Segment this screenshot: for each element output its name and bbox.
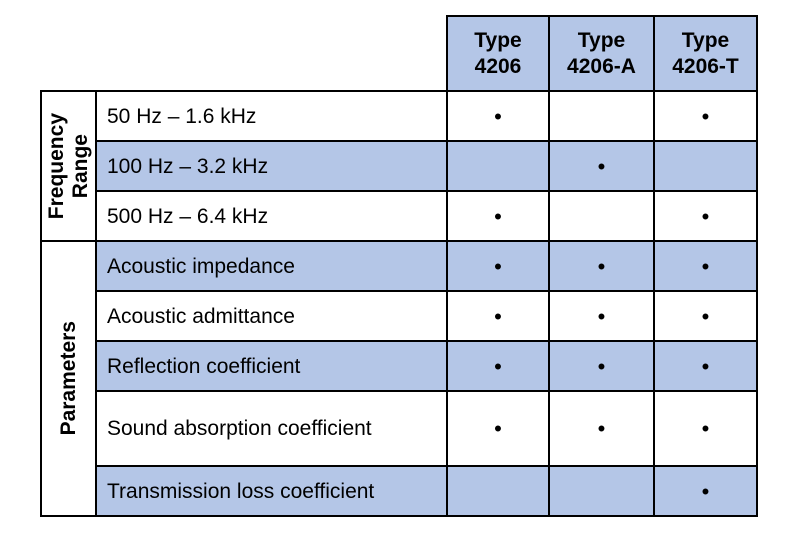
row-label: Acoustic admittance: [95, 290, 448, 342]
row-label: Sound absorption coefficient: [95, 390, 448, 467]
empty-corner: [96, 16, 447, 91]
mark-cell: [653, 140, 758, 192]
mark-cell: [548, 90, 655, 142]
table-row: 500 Hz – 6.4 kHz • •: [41, 190, 758, 242]
column-header: Type 4206: [446, 15, 550, 92]
mark-cell: •: [653, 240, 758, 292]
mark-cell: •: [653, 290, 758, 342]
row-label: 500 Hz – 6.4 kHz: [95, 190, 448, 242]
mark-cell: •: [653, 390, 758, 467]
mark-cell: •: [548, 140, 655, 192]
mark-cell: •: [653, 190, 758, 242]
group-label: Frequency Range: [44, 112, 92, 220]
table-row: Transmission loss coefficient •: [41, 465, 758, 517]
mark-cell: [446, 140, 550, 192]
table-row: Acoustic admittance • • •: [41, 290, 758, 342]
mark-cell: •: [446, 90, 550, 142]
row-label: Transmission loss coefficient: [95, 465, 448, 517]
column-header: Type 4206-A: [548, 15, 655, 92]
mark-cell: •: [446, 340, 550, 392]
header-row: Type 4206 Type 4206-A Type 4206-T: [41, 15, 758, 92]
mark-cell: •: [446, 390, 550, 467]
mark-cell: •: [548, 290, 655, 342]
empty-corner: [41, 16, 96, 91]
table-row: Frequency Range 50 Hz – 1.6 kHz • •: [40, 90, 758, 242]
mark-cell: [446, 465, 550, 517]
table-row: Sound absorption coefficient • • •: [41, 390, 758, 467]
mark-cell: •: [653, 340, 758, 392]
mark-cell: •: [653, 90, 758, 142]
group-cell: Parameters: [40, 240, 97, 517]
group-cell: Frequency Range: [40, 90, 97, 242]
table-row: Parameters Acoustic impedance • • •: [40, 240, 758, 517]
table-row: 100 Hz – 3.2 kHz •: [41, 140, 758, 192]
mark-cell: •: [548, 340, 655, 392]
row-label: 100 Hz – 3.2 kHz: [95, 140, 448, 192]
mark-cell: •: [446, 290, 550, 342]
mark-cell: •: [446, 190, 550, 242]
column-header: Type 4206-T: [653, 15, 758, 92]
row-label: Acoustic impedance: [95, 240, 448, 292]
table-row: Reflection coefficient • • •: [41, 340, 758, 392]
mark-cell: [548, 190, 655, 242]
row-label: 50 Hz – 1.6 kHz: [95, 90, 448, 142]
mark-cell: •: [653, 465, 758, 517]
mark-cell: •: [446, 240, 550, 292]
row-label: Reflection coefficient: [95, 340, 448, 392]
mark-cell: [548, 465, 655, 517]
feature-table: Type 4206 Type 4206-A Type 4206-T Frequenc…: [40, 15, 758, 517]
mark-cell: •: [548, 390, 655, 467]
mark-cell: •: [548, 240, 655, 292]
table-body: Frequency Range 50 Hz – 1.6 kHz • • 100 Hz –…: [40, 90, 758, 517]
group-label: Parameters: [56, 321, 80, 436]
